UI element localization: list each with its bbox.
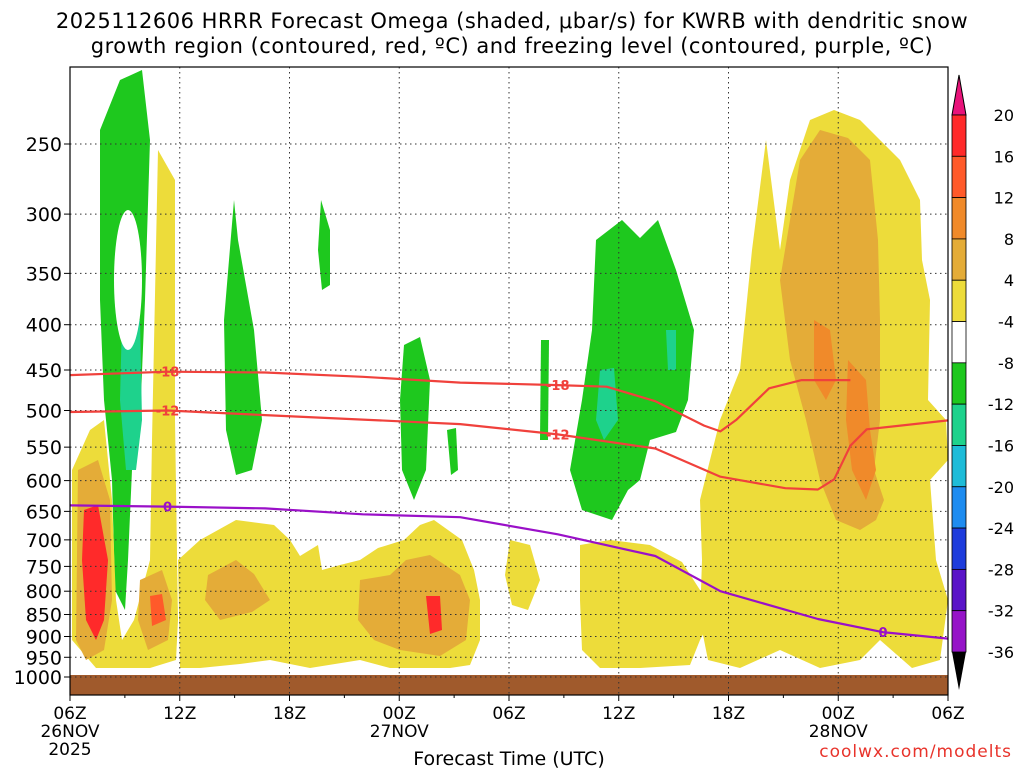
colorbar-label: -4 (998, 313, 1014, 332)
colorbar-label: -8 (998, 354, 1014, 373)
contour-label: -12 (156, 405, 180, 420)
y-tick-label: 450 (26, 360, 62, 382)
colorbar: 20 16 12 8 4 -4 -8 -12 -16 -20 -24 -28 -32 -36 (951, 74, 1014, 690)
y-tick-label: 850 (26, 605, 62, 627)
colorbar-segment (951, 155, 967, 199)
colorbar-top-arrow (951, 74, 967, 116)
contour-label: -18 (546, 379, 570, 394)
chart-title-line1: 2025112606 HRRR Forecast Omega (shaded, … (55, 9, 969, 33)
x-tick-label: 18Z (273, 704, 306, 724)
contour-dendritic-18 (70, 370, 851, 433)
x-tick-label: 06Z (53, 704, 86, 724)
colorbar-segment (951, 362, 967, 405)
colorbar-label: 4 (1004, 271, 1014, 290)
y-tick-label: 500 (26, 401, 62, 423)
omega-region-white-hole (114, 210, 142, 350)
colorbar-segment (951, 403, 967, 446)
omega-region-red-west (82, 505, 108, 640)
x-tick-label: 00Z (383, 704, 416, 724)
colorbar-segment (951, 279, 967, 322)
omega-region-red-west2 (150, 594, 166, 626)
omega-region-green-545 (540, 340, 549, 440)
footer-credit: coolwx.com/modelts (819, 742, 1012, 762)
y-tick-label: 550 (26, 437, 62, 459)
y-tick-label: 400 (26, 315, 62, 337)
x-tick-label: 06Z (492, 704, 525, 724)
colorbar-label: -16 (988, 436, 1014, 455)
omega-region-orange-mid (205, 560, 270, 620)
gridlines (70, 67, 948, 695)
colorbar-label: 20 (994, 106, 1014, 125)
y-tick-label: 950 (26, 647, 62, 669)
x-date-label: 26NOV (40, 722, 99, 742)
omega-shading (72, 70, 948, 668)
colorbar-label: 12 (994, 189, 1014, 208)
omega-region-teal-early (120, 320, 142, 470)
colorbar-segment (951, 321, 967, 364)
y-tick-label: 900 (26, 626, 62, 648)
x-tick-label: 12Z (602, 704, 635, 724)
colorbar-label: 16 (994, 147, 1014, 166)
colorbar-label: -28 (988, 560, 1014, 579)
colorbar-label: -20 (988, 478, 1014, 497)
contour-freezing-level (70, 504, 948, 640)
colorbar-segment (951, 197, 967, 240)
colorbar-label: -36 (988, 643, 1014, 662)
colorbar-segment (951, 445, 967, 488)
omega-region-green-large (570, 220, 694, 520)
y-tick-label: 1000 (14, 667, 62, 689)
omega-region-red-mid (426, 596, 442, 634)
x-date-label: 28NOV (809, 722, 868, 742)
y-tick-label: 300 (26, 204, 62, 226)
x-axis-label: Forecast Time (UTC) (413, 748, 604, 768)
contour-label: -12 (546, 428, 570, 443)
y-tick-label: 750 (26, 556, 62, 578)
y-tick-label: 250 (26, 134, 62, 156)
colorbar-segment (951, 486, 967, 529)
omega-region-green-mid (224, 200, 262, 475)
surface-ground (70, 675, 948, 695)
colorbar-label: -12 (988, 395, 1014, 414)
x-tick-label: 12Z (163, 704, 196, 724)
contours: -18 -18 -12 -12 0 0 (70, 366, 948, 641)
omega-region-orange-east3 (846, 360, 876, 500)
x-tick-label: 18Z (712, 704, 745, 724)
y-tick-label: 600 (26, 471, 62, 493)
colorbar-bottom-arrow (952, 652, 966, 690)
contour-label: 0 (163, 501, 172, 516)
contour-label: -18 (156, 366, 180, 381)
colorbar-label: 8 (1004, 230, 1014, 249)
chart-title-line2: growth region (contoured, red, ºC) and f… (90, 34, 934, 58)
y-tick-label: 650 (26, 501, 62, 523)
omega-region-orange-mid2 (358, 555, 470, 656)
colorbar-segment (951, 114, 967, 157)
x-date-label: 27NOV (370, 722, 429, 742)
omega-region-teal-right (666, 330, 676, 370)
y-tick-label: 350 (26, 263, 62, 285)
y-tick-label: 700 (26, 530, 62, 552)
x-tick-label: 00Z (822, 704, 855, 724)
omega-region-green-409 (400, 337, 430, 500)
colorbar-label: -24 (988, 519, 1014, 538)
colorbar-segment (951, 610, 967, 653)
colorbar-label: -32 (988, 602, 1014, 621)
colorbar-segment (951, 238, 967, 281)
colorbar-segment (951, 568, 967, 612)
y-tick-label: 800 (26, 581, 62, 603)
omega-region-green-small (318, 200, 330, 290)
omega-region-yellow-lowlevel-east (505, 540, 540, 610)
x-tick-label: 06Z (931, 704, 964, 724)
y-axis: 2503003504004505005506006507007508008509… (14, 134, 70, 689)
colorbar-segment (951, 527, 967, 570)
contour-label: 0 (878, 626, 887, 641)
contour-dendritic-12 (70, 409, 948, 491)
omega-region-green-453 (447, 428, 458, 475)
x-date-label: 2025 (48, 740, 91, 760)
x-axis: 06Z 12Z 18Z 00Z 06Z 12Z 18Z 00Z 06Z26NOV202527NO… (40, 695, 965, 760)
